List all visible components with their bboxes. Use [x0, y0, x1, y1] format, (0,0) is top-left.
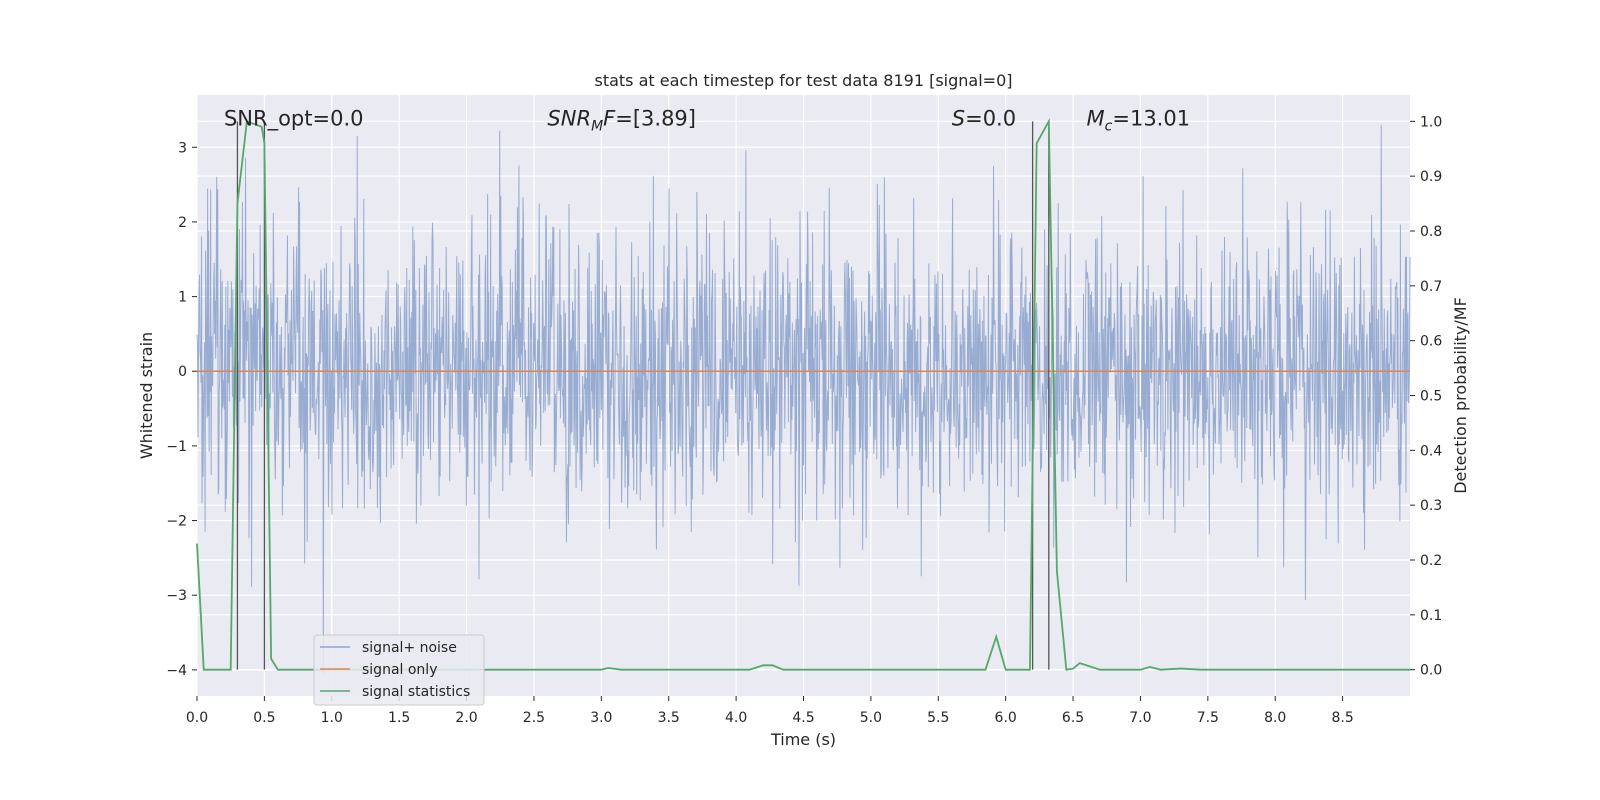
y-tick-label: −1: [166, 439, 187, 455]
x-axis-label: Time (s): [770, 730, 836, 749]
y-right-tick-label: 0.8: [1420, 224, 1442, 240]
annotation-snr-mf: SNRMF=[3.89]: [547, 106, 696, 134]
y-right-tick-label: 0.2: [1420, 553, 1442, 569]
x-tick-label: 7.5: [1197, 710, 1219, 726]
y-right-tick-label: 1.0: [1420, 114, 1442, 130]
x-tick-label: 4.0: [725, 710, 747, 726]
x-tick-label: 1.0: [321, 710, 343, 726]
y-axis-right-ticks: 0.0 0.1 0.2 0.3 0.4 0.5 0.6 0.7 0.8 0.9 1.0: [1410, 114, 1442, 679]
y-axis-ticks: −4 −3 −2 −1 0 1 2 3: [166, 140, 197, 679]
legend: signal+ noise signal only signal statist…: [313, 634, 485, 706]
y-tick-label: 3: [178, 140, 187, 156]
y-tick-label: 0: [178, 364, 187, 380]
y-right-tick-label: 0.3: [1420, 498, 1442, 514]
x-tick-label: 1.5: [388, 710, 410, 726]
annotation-snr-opt: SNR_opt=0.0: [224, 106, 364, 131]
x-tick-label: 8.5: [1331, 710, 1353, 726]
x-tick-label: 0.5: [253, 710, 275, 726]
annotation-mc: Mc=13.01: [1087, 106, 1191, 134]
y-axis-right-label: Detection probability/MF: [1451, 297, 1470, 494]
series-signal-statistics: [196, 117, 1410, 671]
y-right-tick-label: 0.1: [1420, 608, 1442, 624]
y-tick-label: 1: [178, 290, 187, 306]
y-tick-label: −2: [166, 514, 187, 530]
x-axis-ticks: 0.0 0.5 1.0 1.5 2.0 2.5 3.0 3.5 4.0 4.5 5.0 5.5 6.0 6…: [186, 696, 1354, 726]
y-right-tick-label: 0.7: [1420, 279, 1442, 295]
x-tick-label: 0.0: [186, 710, 208, 726]
x-tick-label: 4.5: [792, 710, 814, 726]
x-tick-label: 2.0: [455, 710, 477, 726]
x-tick-label: 6.5: [1062, 710, 1084, 726]
x-tick-label: 5.5: [927, 710, 949, 726]
y-right-tick-label: 0.6: [1420, 334, 1442, 350]
y-right-tick-label: 0.9: [1420, 169, 1442, 185]
annotations: SNR_opt=0.0 SNRMF=[3.89] S=0.0 Mc=13.01: [224, 106, 1190, 134]
x-tick-label: 5.0: [860, 710, 882, 726]
x-tick-label: 2.5: [523, 710, 545, 726]
y-tick-label: 2: [178, 215, 187, 231]
chart-title: stats at each timestep for test data 819…: [594, 71, 1012, 90]
y-tick-label: −4: [166, 663, 187, 679]
series-signal-noise: [196, 124, 1411, 674]
x-tick-label: 8.0: [1264, 710, 1286, 726]
legend-entry-signal-noise: signal+ noise: [362, 640, 457, 656]
y-right-tick-label: 0.0: [1420, 663, 1442, 679]
y-right-tick-label: 0.5: [1420, 389, 1442, 405]
y-right-tick-label: 0.4: [1420, 443, 1442, 459]
legend-entry-signal-statistics: signal statistics: [362, 684, 470, 700]
y-axis-label: Whitened strain: [137, 332, 156, 459]
legend-box: [313, 634, 485, 706]
noise-line: [196, 124, 1411, 674]
y-tick-label: −3: [166, 588, 187, 604]
signal-statistics-line: [196, 117, 1410, 671]
annotation-s: S=0.0: [952, 106, 1016, 130]
legend-entry-signal-only: signal only: [362, 662, 437, 678]
x-tick-label: 3.5: [658, 710, 680, 726]
x-tick-label: 3.0: [590, 710, 612, 726]
x-tick-label: 7.0: [1129, 710, 1151, 726]
x-tick-label: 6.0: [995, 710, 1017, 726]
